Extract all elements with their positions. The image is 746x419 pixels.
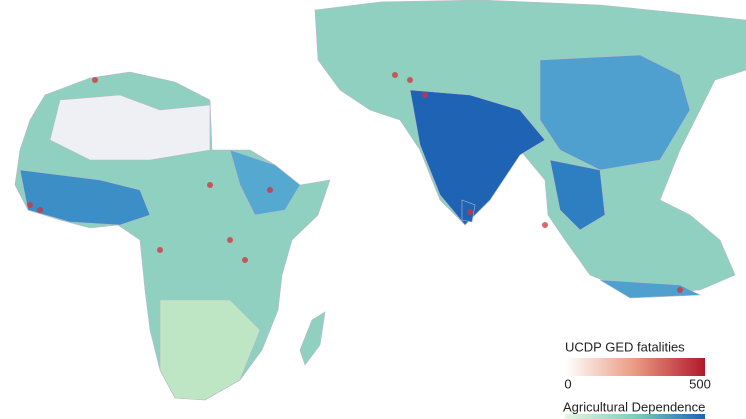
southeast-asia <box>549 159 606 231</box>
south-africa <box>159 299 261 401</box>
event-dot <box>392 72 398 78</box>
fatalities-legend-title: UCDP GED fatalities <box>565 339 685 354</box>
dependence-legend-title: Agricultural Dependence <box>563 399 705 414</box>
sahara <box>49 94 211 161</box>
dependence-color-bar <box>565 414 705 419</box>
india <box>409 89 546 226</box>
event-dot <box>27 202 33 208</box>
event-dot <box>407 77 413 83</box>
event-dot <box>267 187 273 193</box>
asia <box>314 0 746 299</box>
event-dot <box>227 237 233 243</box>
indonesia <box>599 279 702 299</box>
event-dot <box>242 257 248 263</box>
event-dot <box>422 92 428 98</box>
event-dot <box>677 287 683 293</box>
event-dot <box>542 222 548 228</box>
legend: UCDP GED fatalities Agricultural Depende… <box>563 339 705 419</box>
madagascar <box>299 311 326 366</box>
fatalities-tick-label: 0 <box>564 376 571 391</box>
event-dot <box>92 77 98 83</box>
event-dot <box>157 247 163 253</box>
fatalities-tick-label: 500 <box>689 376 711 391</box>
event-dot <box>37 207 43 213</box>
event-dot <box>467 209 473 215</box>
fatalities-color-bar <box>565 358 705 376</box>
events <box>27 72 683 293</box>
east-africa <box>229 149 301 216</box>
africa <box>14 71 331 401</box>
china <box>539 54 691 171</box>
west-africa <box>19 169 151 226</box>
event-dot <box>207 182 213 188</box>
